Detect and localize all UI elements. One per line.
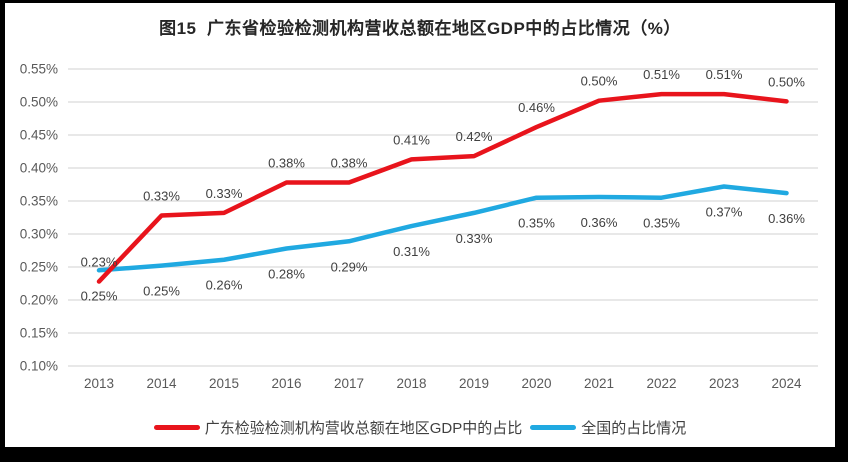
x-tick-label: 2018 bbox=[396, 376, 426, 391]
data-label: 0.35% bbox=[518, 216, 555, 231]
x-tick-label: 2015 bbox=[209, 376, 239, 391]
data-label: 0.51% bbox=[643, 67, 680, 82]
data-label: 0.26% bbox=[206, 278, 243, 293]
line-chart-plot: 0.55% 0.50% 0.45% 0.40% 0.35% 0.30% 0.25% 0.20%… bbox=[20, 62, 818, 391]
x-tick-label: 2013 bbox=[84, 376, 114, 391]
x-tick-label: 2019 bbox=[459, 376, 489, 391]
y-tick-label: 0.25% bbox=[20, 260, 58, 275]
data-label: 0.51% bbox=[706, 67, 743, 82]
y-tick-label: 0.40% bbox=[20, 161, 58, 176]
x-tick-label: 2014 bbox=[146, 376, 177, 391]
x-tick-label: 2022 bbox=[646, 376, 676, 391]
y-tick-label: 0.35% bbox=[20, 194, 58, 209]
chart-legend: 广东检验检测机构营收总额在地区GDP中的占比 全国的占比情况 bbox=[5, 417, 835, 438]
data-label: 0.38% bbox=[331, 156, 368, 171]
y-tick-label: 0.45% bbox=[20, 128, 58, 143]
x-tick-label: 2024 bbox=[771, 376, 802, 391]
x-tick-label: 2017 bbox=[334, 376, 364, 391]
series-line-national bbox=[96, 184, 789, 273]
data-label: 0.35% bbox=[643, 216, 680, 231]
x-tick-label: 2020 bbox=[521, 376, 551, 391]
data-label: 0.42% bbox=[456, 129, 493, 144]
data-label: 0.29% bbox=[331, 259, 368, 274]
x-tick-label: 2016 bbox=[271, 376, 301, 391]
data-label: 0.23% bbox=[81, 255, 118, 270]
data-label: 0.46% bbox=[518, 100, 555, 115]
y-tick-label: 0.15% bbox=[20, 326, 58, 341]
data-label: 0.36% bbox=[581, 215, 618, 230]
data-label: 0.28% bbox=[268, 267, 305, 282]
y-tick-label: 0.10% bbox=[20, 359, 58, 374]
y-tick-label: 0.50% bbox=[20, 95, 58, 110]
y-tick-label: 0.20% bbox=[20, 293, 58, 308]
series-line-guangdong bbox=[96, 91, 789, 284]
data-label: 0.33% bbox=[206, 186, 243, 201]
data-label: 0.41% bbox=[393, 132, 430, 147]
data-label: 0.36% bbox=[768, 211, 805, 226]
legend-item-national: 全国的占比情况 bbox=[530, 417, 686, 438]
data-label: 0.25% bbox=[81, 288, 118, 303]
data-label: 0.50% bbox=[581, 74, 618, 89]
data-label: 0.37% bbox=[706, 204, 743, 219]
legend-swatch-red-line-icon bbox=[153, 425, 200, 430]
y-tick-label: 0.55% bbox=[20, 62, 58, 77]
chart-panel: 图15 广东省检验检测机构营收总额在地区GDP中的占比情况（%） 0.55% 0.… bbox=[5, 3, 835, 447]
legend-swatch-blue-line-icon bbox=[530, 425, 577, 430]
data-label: 0.31% bbox=[393, 244, 430, 259]
data-label: 0.33% bbox=[456, 231, 493, 246]
legend-label-national: 全国的占比情况 bbox=[581, 420, 687, 437]
y-tick-label: 0.30% bbox=[20, 227, 58, 242]
x-tick-label: 2023 bbox=[709, 376, 739, 391]
data-label: 0.25% bbox=[143, 284, 180, 299]
x-tick-label: 2021 bbox=[584, 376, 614, 391]
data-label: 0.38% bbox=[268, 156, 305, 171]
legend-item-guangdong: 广东检验检测机构营收总额在地区GDP中的占比 bbox=[153, 417, 523, 438]
chart-title: 图15 广东省检验检测机构营收总额在地区GDP中的占比情况（%） bbox=[159, 19, 681, 38]
legend-label-guangdong: 广东检验检测机构营收总额在地区GDP中的占比 bbox=[204, 420, 523, 437]
data-label: 0.50% bbox=[768, 74, 805, 89]
data-label: 0.33% bbox=[143, 189, 180, 204]
